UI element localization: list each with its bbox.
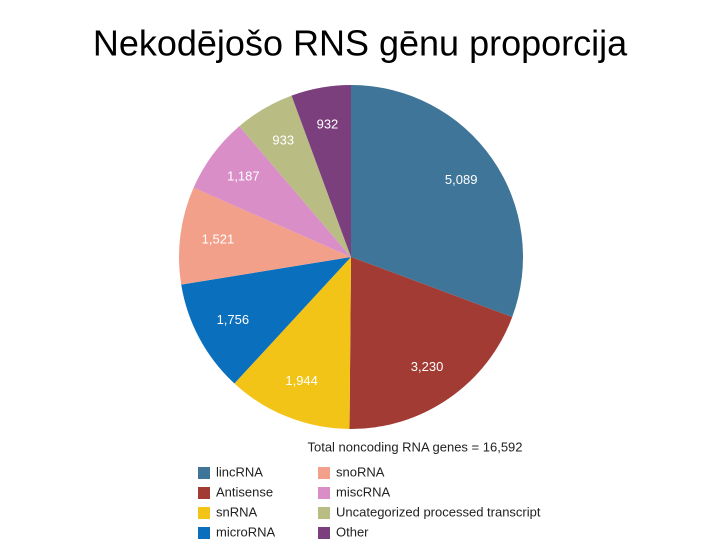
pie-slice — [239, 95, 351, 257]
legend-swatch — [318, 487, 330, 499]
legend-swatch — [198, 507, 210, 519]
pie-slice — [193, 126, 351, 257]
legend-swatch — [318, 467, 330, 479]
annotation: Total noncoding RNA genes = 16,592 — [307, 439, 522, 454]
legend-label: lincRNA — [216, 464, 263, 479]
legend-label: Antisense — [216, 484, 273, 499]
legend-swatch — [198, 467, 210, 479]
value-label: 5,089 — [445, 172, 478, 187]
legend-label: Uncategorized processed transcript — [336, 504, 541, 519]
value-label: 932 — [317, 116, 339, 131]
legend-swatch — [198, 487, 210, 499]
pie-slice — [291, 85, 351, 257]
pie-slice — [234, 257, 351, 429]
legend-label: snRNA — [216, 504, 258, 519]
value-label: 933 — [272, 133, 294, 148]
legend-label: Other — [336, 524, 369, 539]
pie-slice — [178, 187, 351, 285]
pie-slice — [349, 257, 513, 429]
legend-swatch — [198, 527, 210, 539]
legend-swatch — [318, 507, 330, 519]
value-label: 1,756 — [217, 312, 250, 327]
pie-slice — [181, 257, 351, 384]
value-label: 3,230 — [411, 359, 444, 374]
legend-swatch — [318, 527, 330, 539]
value-label: 1,944 — [285, 373, 318, 388]
value-label: 1,521 — [202, 231, 235, 246]
chart-title: Nekodējošo RNS gēnu proporcija — [93, 23, 628, 64]
value-label: 1,187 — [227, 168, 260, 183]
legend-label: snoRNA — [336, 464, 385, 479]
legend-label: miscRNA — [336, 484, 390, 499]
legend-label: microRNA — [216, 524, 276, 539]
pie-slice — [351, 85, 523, 318]
